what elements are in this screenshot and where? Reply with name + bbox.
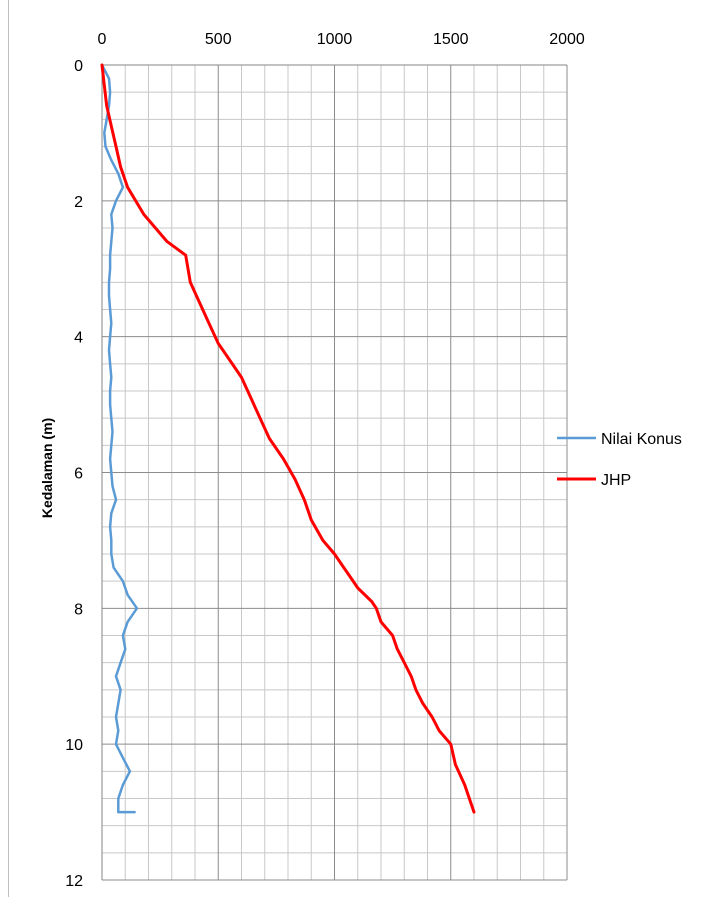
- x-tick-label: 2000: [549, 31, 585, 48]
- legend-label: Nilai Konus: [601, 431, 682, 448]
- y-tick-label: 10: [65, 737, 83, 754]
- y-tick-label: 6: [74, 466, 83, 483]
- x-tick-label: 500: [205, 31, 232, 48]
- x-tick-label: 0: [98, 31, 107, 48]
- chart-frame-left-line: [8, 0, 9, 897]
- chart-axes: 0 500 1000 1500 2000 0 2 4 6 8 10 12: [65, 31, 585, 890]
- legend-label: JHP: [601, 472, 631, 489]
- y-tick-label: 0: [74, 58, 83, 75]
- chart-legend: Nilai Konus JHP: [557, 431, 682, 489]
- chart-series-layer: [100, 63, 476, 814]
- chart-grid: [101, 64, 568, 881]
- y-tick-label: 4: [74, 330, 83, 347]
- x-tick-label: 1500: [433, 31, 469, 48]
- x-tick-label: 1000: [317, 31, 353, 48]
- y-tick-label: 8: [74, 601, 83, 618]
- y-tick-label: 2: [74, 194, 83, 211]
- series-line-nilai-konus: [100, 63, 139, 814]
- y-tick-label: 12: [65, 873, 83, 890]
- series-line-jhp: [100, 63, 476, 814]
- y-axis-label: Kedalaman (m): [39, 418, 55, 518]
